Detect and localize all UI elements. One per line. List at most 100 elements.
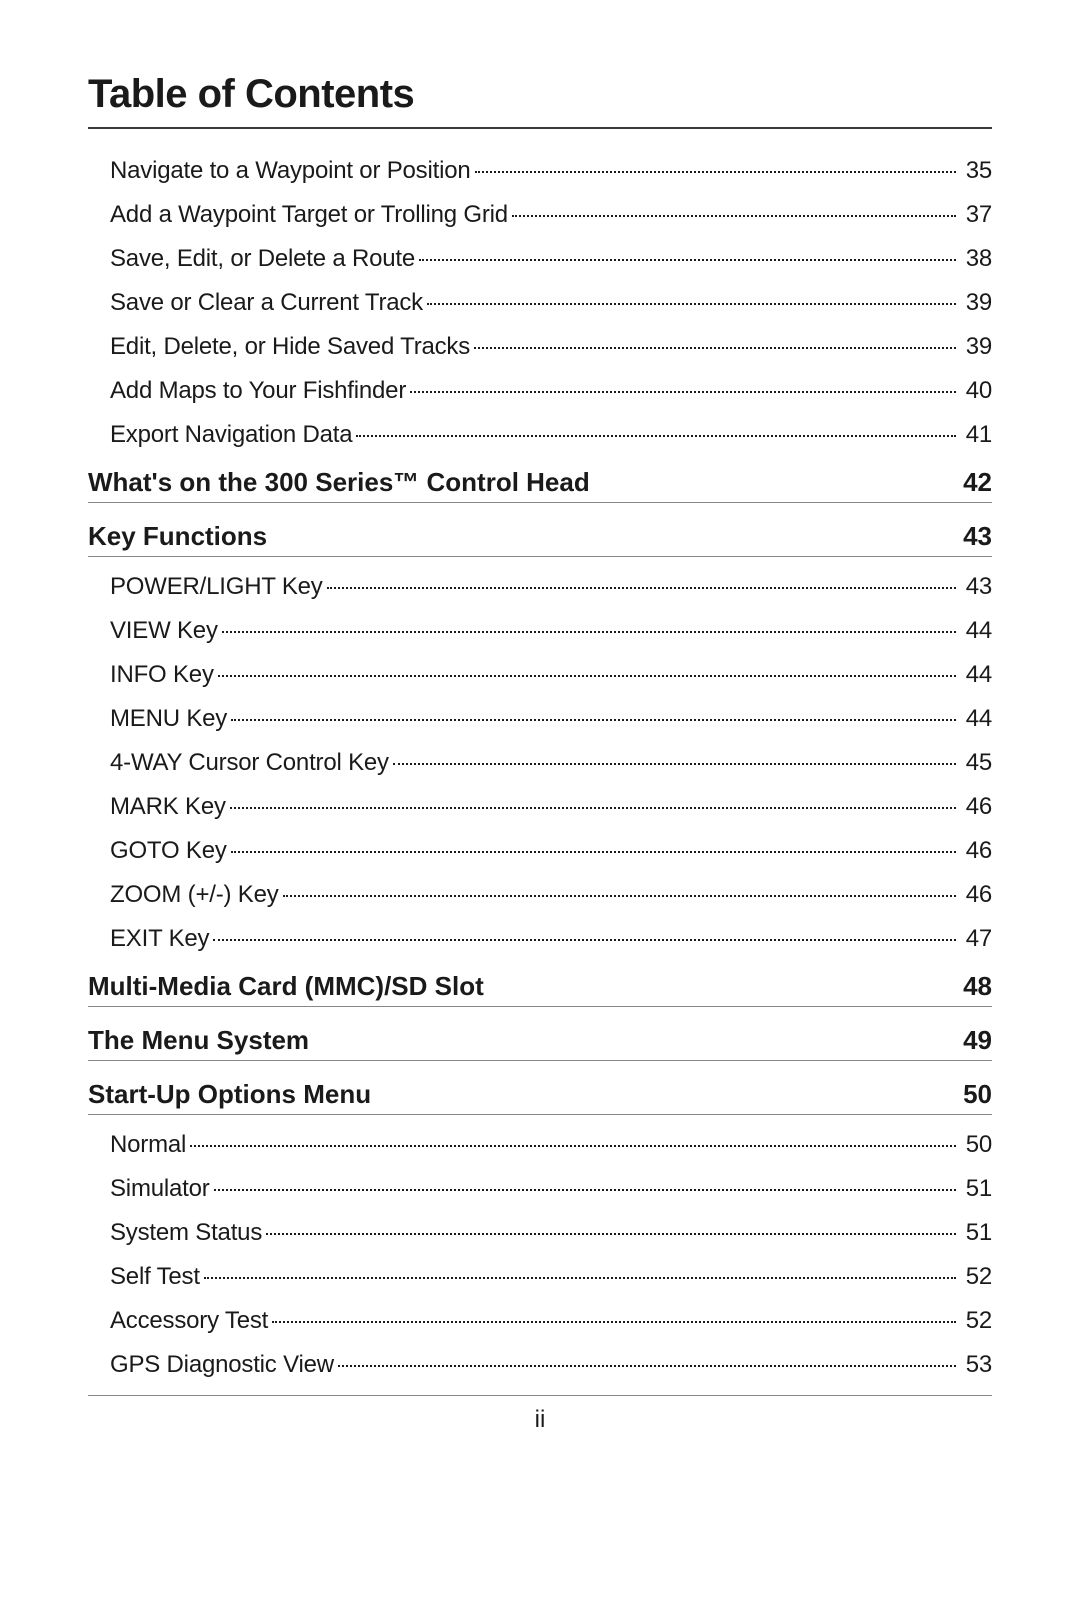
toc-item-label: Save, Edit, or Delete a Route — [110, 245, 415, 273]
toc-item-label: Accessory Test — [110, 1307, 268, 1335]
toc-item-page: 47 — [960, 925, 992, 953]
toc-item-label: System Status — [110, 1219, 262, 1247]
section-underline — [88, 502, 992, 503]
toc-item-label: GOTO Key — [110, 837, 227, 865]
toc-leader — [218, 675, 956, 677]
toc-item-label: ZOOM (+/-) Key — [110, 881, 279, 909]
toc-section-label: What's on the 300 Series™ Control Head — [88, 467, 590, 498]
toc-leader — [266, 1233, 956, 1235]
toc-item: GOTO Key46 — [88, 837, 992, 865]
toc-item-page: 50 — [960, 1131, 992, 1159]
toc-item-page: 51 — [960, 1219, 992, 1247]
toc-section-label: Multi-Media Card (MMC)/SD Slot — [88, 971, 484, 1002]
toc-section-page: 48 — [963, 971, 992, 1002]
toc-item-page: 38 — [960, 245, 992, 273]
toc-item-page: 44 — [960, 705, 992, 733]
toc-leader — [474, 347, 956, 349]
toc-item: Save or Clear a Current Track39 — [88, 289, 992, 317]
toc-item-label: MENU Key — [110, 705, 227, 733]
toc-item-label: MARK Key — [110, 793, 226, 821]
section-underline — [88, 1114, 992, 1115]
footer-rule — [88, 1395, 992, 1396]
toc-item-page: 53 — [960, 1351, 992, 1379]
toc-leader — [419, 259, 956, 261]
toc-item-label: Navigate to a Waypoint or Position — [110, 157, 471, 185]
toc-section-label: Start-Up Options Menu — [88, 1079, 371, 1110]
toc-item: Export Navigation Data41 — [88, 421, 992, 449]
title-rule — [88, 127, 992, 129]
toc-item-label: Self Test — [110, 1263, 200, 1291]
toc-leader — [410, 391, 956, 393]
toc-item-label: Add Maps to Your Fishfinder — [110, 377, 406, 405]
section-underline — [88, 1060, 992, 1061]
toc-item: System Status 51 — [88, 1219, 992, 1247]
toc-leader — [213, 939, 955, 941]
toc-item: GPS Diagnostic View 53 — [88, 1351, 992, 1379]
section-underline — [88, 1006, 992, 1007]
toc-item: INFO Key 44 — [88, 661, 992, 689]
toc-item-page: 46 — [960, 793, 992, 821]
toc-leader — [475, 171, 956, 173]
toc-item-page: 43 — [960, 573, 992, 601]
toc-section-label: Key Functions — [88, 521, 267, 552]
toc-item-label: GPS Diagnostic View — [110, 1351, 334, 1379]
toc-item: Simulator 51 — [88, 1175, 992, 1203]
toc-leader — [283, 895, 956, 897]
toc-item-page: 40 — [960, 377, 992, 405]
toc-section-heading: Start-Up Options Menu 50 — [88, 1079, 992, 1110]
toc-leader — [231, 719, 956, 721]
toc-item-page: 37 — [960, 201, 992, 229]
toc-item: Edit, Delete, or Hide Saved Tracks39 — [88, 333, 992, 361]
toc-item-page: 41 — [960, 421, 992, 449]
toc-leader — [512, 215, 956, 217]
toc-item-label: Simulator — [110, 1175, 210, 1203]
toc-item-page: 51 — [960, 1175, 992, 1203]
toc-leader — [190, 1145, 956, 1147]
toc-item-page: 44 — [960, 617, 992, 645]
toc-item: Save, Edit, or Delete a Route 38 — [88, 245, 992, 273]
toc-section-page: 49 — [963, 1025, 992, 1056]
toc-item-page: 52 — [960, 1307, 992, 1335]
toc-leader — [393, 763, 956, 765]
toc-item-label: Edit, Delete, or Hide Saved Tracks — [110, 333, 470, 361]
toc-item: Self Test 52 — [88, 1263, 992, 1291]
toc-leader — [230, 807, 956, 809]
toc-leader — [214, 1189, 956, 1191]
toc-item-label: Save or Clear a Current Track — [110, 289, 423, 317]
toc-item: POWER/LIGHT Key 43 — [88, 573, 992, 601]
toc-leader — [356, 435, 955, 437]
toc-item: MARK Key 46 — [88, 793, 992, 821]
toc-section-heading: Key Functions 43 — [88, 521, 992, 552]
toc-item-label: 4-WAY Cursor Control Key — [110, 749, 389, 777]
toc-leader — [204, 1277, 956, 1279]
section-underline — [88, 556, 992, 557]
toc-item-label: EXIT Key — [110, 925, 209, 953]
toc-section-page: 43 — [963, 521, 992, 552]
toc-leader — [338, 1365, 956, 1367]
toc-section-heading: The Menu System49 — [88, 1025, 992, 1056]
toc-leader — [327, 587, 956, 589]
toc-item: Add a Waypoint Target or Trolling Grid37 — [88, 201, 992, 229]
toc-section-page: 50 — [963, 1079, 992, 1110]
toc-section-heading: Multi-Media Card (MMC)/SD Slot 48 — [88, 971, 992, 1002]
table-of-contents: Navigate to a Waypoint or Position 35 Add … — [88, 157, 992, 1379]
toc-item-page: 46 — [960, 881, 992, 909]
page-number: ii — [88, 1406, 992, 1434]
toc-item: ZOOM (+/-) Key 46 — [88, 881, 992, 909]
toc-item: MENU Key 44 — [88, 705, 992, 733]
toc-item-label: VIEW Key — [110, 617, 218, 645]
toc-item-label: Normal — [110, 1131, 186, 1159]
toc-section-page: 42 — [963, 467, 992, 498]
toc-item: 4-WAY Cursor Control Key 45 — [88, 749, 992, 777]
toc-item-page: 44 — [960, 661, 992, 689]
toc-item-page: 35 — [960, 157, 992, 185]
toc-item-page: 52 — [960, 1263, 992, 1291]
toc-item: Normal 50 — [88, 1131, 992, 1159]
toc-section-heading: What's on the 300 Series™ Control Head 42 — [88, 467, 992, 498]
toc-item: Add Maps to Your Fishfinder 40 — [88, 377, 992, 405]
toc-leader — [231, 851, 956, 853]
toc-item: Accessory Test 52 — [88, 1307, 992, 1335]
toc-leader — [272, 1321, 956, 1323]
toc-leader — [427, 303, 956, 305]
toc-item: Navigate to a Waypoint or Position 35 — [88, 157, 992, 185]
